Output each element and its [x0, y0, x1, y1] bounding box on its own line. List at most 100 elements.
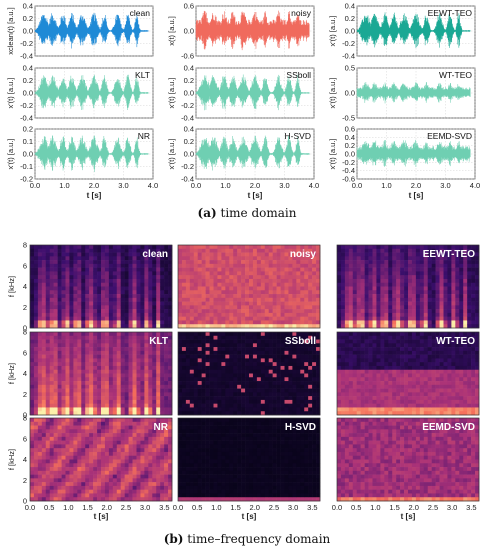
- tf-cell: [81, 354, 86, 359]
- tf-cell: [128, 381, 133, 386]
- tf-cell: [280, 369, 285, 374]
- tf-cell: [57, 381, 62, 386]
- tf-cell: [404, 305, 409, 310]
- tf-cell: [284, 320, 289, 325]
- tf-cell: [284, 263, 289, 268]
- tf-cell: [49, 347, 54, 352]
- tf-cell: [392, 248, 397, 253]
- tf-cell: [475, 275, 480, 280]
- tf-cell: [260, 350, 266, 355]
- tf-cell: [337, 373, 342, 378]
- tf-cell: [256, 384, 262, 389]
- tf-cell: [69, 377, 74, 382]
- tf-cell: [93, 377, 98, 382]
- tf-cell: [316, 392, 321, 397]
- tf-cell: [160, 399, 165, 404]
- tf-cell: [348, 252, 354, 257]
- tf-cell: [368, 373, 373, 378]
- tf-cell: [256, 324, 262, 329]
- tf-ylabel: f [kHz]: [7, 363, 16, 384]
- tf-cell: [45, 332, 51, 337]
- tf-cell: [205, 392, 210, 397]
- tf-cell: [61, 290, 66, 295]
- tf-cell: [264, 297, 270, 302]
- tf-cell: [384, 263, 389, 268]
- tf-cell: [340, 377, 346, 382]
- tf-cell: [431, 365, 436, 371]
- tf-cell: [197, 350, 202, 355]
- tf-cell: [209, 301, 214, 306]
- tf-cell: [400, 373, 405, 378]
- tf-cell: [178, 339, 183, 344]
- td-ytick: 0.0: [23, 27, 33, 36]
- tf-cell: [280, 407, 285, 412]
- tf-cell: [77, 305, 82, 310]
- tf-cell: [419, 245, 425, 250]
- tf-cell: [400, 399, 405, 404]
- tf-cell: [132, 278, 137, 284]
- tf-cell: [189, 301, 195, 306]
- tf-cell: [201, 316, 206, 321]
- tf-cell: [435, 271, 440, 276]
- tf-cell: [447, 275, 452, 280]
- tf-cell: [276, 271, 281, 276]
- tf-cell: [463, 305, 468, 310]
- tf-cell: [237, 411, 242, 416]
- tf-cell: [45, 381, 51, 386]
- tf-cell: [308, 411, 313, 416]
- tf-cell: [308, 294, 313, 299]
- tf-cell: [475, 381, 480, 386]
- tf-cell: [245, 271, 250, 276]
- tf-cell: [116, 305, 122, 310]
- tf-cell: [419, 384, 425, 389]
- tf-cell: [69, 252, 74, 257]
- tf-cell: [57, 365, 62, 371]
- tf-cell: [33, 358, 39, 363]
- tf-cell: [77, 350, 82, 355]
- tf-cell: [209, 339, 214, 344]
- tf-cell: [256, 388, 262, 393]
- tf-cell: [152, 365, 157, 371]
- tf-cell: [37, 381, 43, 386]
- tf-cell: [205, 305, 210, 310]
- tf-cell: [197, 316, 202, 321]
- tf-cell: [77, 312, 82, 317]
- tf-cell: [213, 278, 218, 284]
- tf-cell: [101, 290, 106, 295]
- tf-cell: [392, 252, 397, 257]
- tf-cell: [344, 347, 350, 352]
- tf-cell: [475, 252, 480, 257]
- tf-cell: [380, 407, 385, 412]
- tf-cell: [101, 343, 106, 348]
- tf-cell: [69, 278, 74, 284]
- tf-cell: [360, 347, 365, 352]
- tf-cell: [423, 358, 429, 363]
- tf-cell: [81, 305, 86, 310]
- tf-cell: [256, 252, 262, 257]
- tf-cell: [308, 260, 313, 265]
- tf-cell: [392, 362, 397, 367]
- tf-cell: [249, 312, 254, 317]
- tf-cell: [77, 369, 82, 374]
- tf-cell: [69, 343, 74, 348]
- tf-cell: [264, 388, 270, 393]
- tf-cell: [368, 271, 373, 276]
- tf-cell: [152, 358, 157, 363]
- tf-cell: [53, 320, 58, 325]
- tf-cell: [124, 271, 129, 276]
- tf-cell: [101, 320, 106, 325]
- tf-cell: [372, 399, 377, 404]
- tf-cell: [116, 403, 122, 408]
- tf-cell: [435, 365, 440, 371]
- tf-cell: [245, 403, 250, 408]
- tf-cell: [439, 278, 444, 284]
- tf-cell: [364, 271, 369, 276]
- tf-cell: [384, 411, 389, 416]
- tf-cell: [69, 381, 74, 386]
- tf-cell: [41, 373, 47, 378]
- tf-cell: [33, 294, 39, 299]
- tf-cell: [304, 332, 309, 337]
- tf-cell: [260, 278, 266, 284]
- tf-cell: [85, 312, 90, 317]
- tf-cell: [451, 335, 456, 340]
